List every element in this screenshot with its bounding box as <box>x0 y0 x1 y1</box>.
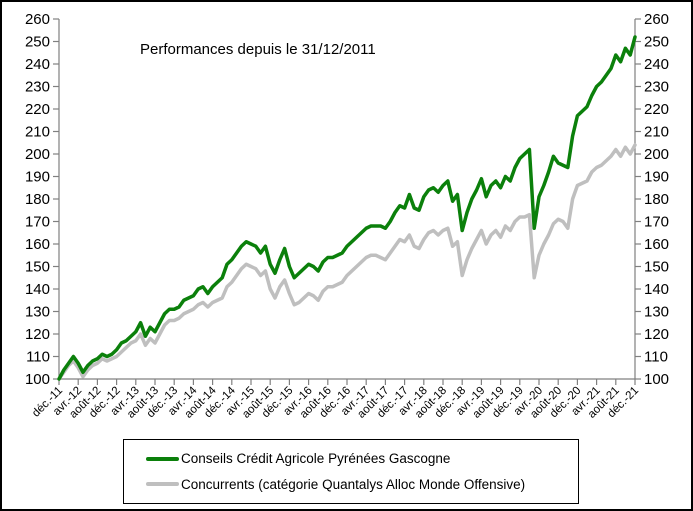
y-axis-tick-label: 110 <box>644 349 668 366</box>
y-axis-tick-label: 120 <box>644 326 669 343</box>
y-axis-tick-label: 120 <box>25 326 50 343</box>
y-axis-tick-label: 140 <box>644 281 669 298</box>
chart-title: Performances depuis le 31/12/2011 <box>140 41 376 58</box>
y-axis-tick-label: 130 <box>644 304 669 321</box>
y-axis-tick-label: 130 <box>25 304 50 321</box>
conseils-series-line <box>57 35 637 381</box>
y-axis-tick-label: 170 <box>644 214 669 231</box>
y-axis-tick-label: 150 <box>644 259 669 276</box>
y-axis-tick-label: 260 <box>25 11 50 28</box>
y-axis-tick-label: 230 <box>25 79 50 96</box>
legend-label-conseils: Conseils Crédit Agricole Pyrénées Gascog… <box>181 451 451 467</box>
y-axis-tick-label: 160 <box>644 236 669 253</box>
y-axis-tick-label: 150 <box>25 259 50 276</box>
y-axis-tick-label: 110 <box>26 349 50 366</box>
y-axis-tick-label: 190 <box>25 169 50 186</box>
gray-line-swatch <box>146 482 179 487</box>
legend-item-conseils: Conseils Crédit Agricole Pyrénées Gascog… <box>146 451 578 466</box>
green-line-swatch <box>146 456 179 461</box>
y-axis-tick-label: 200 <box>644 146 669 163</box>
y-axis-tick-label: 190 <box>644 169 669 186</box>
y-axis-tick-label: 180 <box>25 191 50 208</box>
y-axis-tick-label: 210 <box>644 124 669 141</box>
y-axis-tick-label: 250 <box>644 34 669 51</box>
y-axis-tick-label: 210 <box>25 124 50 141</box>
y-axis-tick-label: 250 <box>25 34 50 51</box>
y-axis-tick-label: 220 <box>644 101 669 118</box>
y-axis-tick-label: 230 <box>644 79 669 96</box>
y-axis-tick-label: 140 <box>25 281 50 298</box>
y-axis-tick-label: 100 <box>644 371 669 388</box>
y-axis-tick-label: 220 <box>25 101 50 118</box>
legend-item-concurrents: Concurrents (catégorie Quantalys Alloc M… <box>146 477 578 492</box>
y-axis-tick-label: 240 <box>25 56 50 73</box>
y-axis-tick-label: 100 <box>25 371 50 388</box>
concurrents-series-line <box>57 143 637 381</box>
y-axis-tick-label: 170 <box>25 214 50 231</box>
y-axis-tick-label: 180 <box>644 191 669 208</box>
chart-legend: Conseils Crédit Agricole Pyrénées Gascog… <box>123 439 579 504</box>
y-axis-tick-label: 240 <box>644 56 669 73</box>
y-axis-tick-label: 200 <box>25 146 50 163</box>
y-axis-tick-label: 260 <box>644 11 669 28</box>
legend-label-concurrents: Concurrents (catégorie Quantalys Alloc M… <box>181 476 526 492</box>
y-axis-tick-label: 160 <box>25 236 50 253</box>
